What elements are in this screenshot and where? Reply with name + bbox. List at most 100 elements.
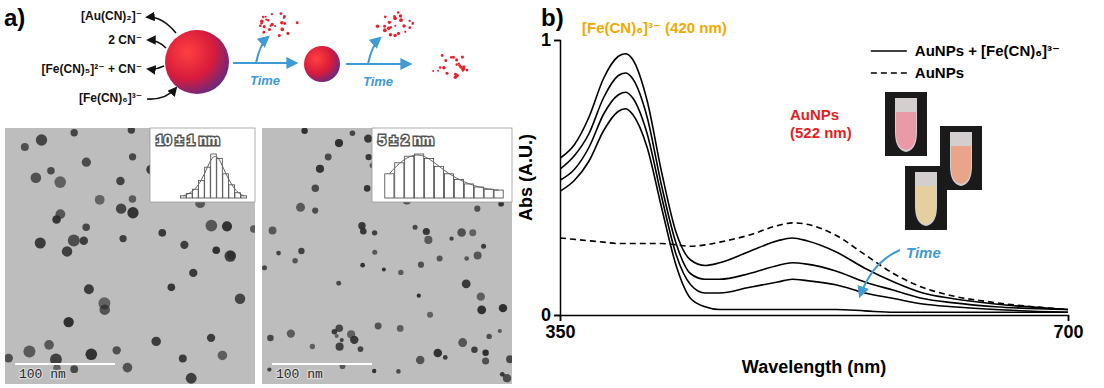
- tick: 0: [541, 305, 560, 325]
- dissolved-gold: [259, 12, 299, 37]
- particle: [372, 250, 377, 255]
- particle: [464, 256, 469, 261]
- axis-line: [561, 316, 1069, 322]
- axis-line: [554, 41, 561, 316]
- gold-fragment: [283, 15, 286, 18]
- gold-fragment: [458, 63, 460, 65]
- particle: [262, 265, 267, 270]
- gold-fragment: [397, 32, 400, 35]
- gold-fragment: [393, 17, 396, 20]
- particle: [116, 177, 124, 185]
- legend-swatch: [871, 50, 907, 52]
- particle: [23, 346, 35, 358]
- particle: [424, 236, 432, 244]
- legend-swatch: [871, 72, 907, 74]
- histogram-bar: [415, 154, 424, 198]
- legend: AuNPs + [Fe(CN)₆]³⁻ AuNPs: [871, 42, 1060, 81]
- particle: [443, 355, 448, 360]
- gold-fragment: [286, 32, 289, 35]
- reagent-label: [Au(CN)₂]⁻: [81, 9, 142, 23]
- particle: [499, 304, 507, 312]
- histogram: [180, 154, 246, 198]
- dissolved-gold: [376, 11, 414, 37]
- particle: [301, 128, 307, 134]
- particle: [31, 172, 42, 183]
- gold-fragment: [263, 25, 266, 28]
- particle: [335, 334, 339, 338]
- particle: [222, 221, 232, 231]
- histogram-fit: [183, 156, 243, 195]
- legend-label: AuNPs: [915, 64, 964, 81]
- gold-fragment: [454, 76, 457, 79]
- particle: [68, 235, 80, 247]
- reaction-arrow: [148, 40, 166, 48]
- histogram-inset: [372, 128, 512, 202]
- gold-fragment: [383, 25, 386, 28]
- particle: [481, 244, 486, 249]
- particle: [80, 237, 88, 245]
- gold-fragment: [445, 59, 447, 61]
- spectrum-line: [560, 92, 1068, 312]
- particle: [471, 347, 478, 354]
- gold-fragment: [404, 31, 406, 33]
- particle: [397, 325, 404, 332]
- gold-fragment: [439, 66, 442, 69]
- gold-fragment: [462, 65, 465, 68]
- gold-fragment: [455, 63, 458, 66]
- histogram-bar: [395, 163, 404, 198]
- legend-label: AuNPs + [Fe(CN)₆]³⁻: [915, 42, 1060, 59]
- particle: [486, 334, 491, 339]
- gold-fragment: [399, 14, 403, 18]
- gold-fragment: [450, 56, 453, 59]
- vial-photo: [885, 92, 927, 156]
- particle: [267, 335, 274, 342]
- particle: [418, 262, 424, 268]
- scale-bar-label: 100 nm: [19, 367, 66, 382]
- particle: [189, 269, 197, 277]
- particle: [469, 229, 476, 236]
- spectrum-line: [560, 109, 1068, 313]
- particle: [336, 343, 344, 351]
- histogram: [385, 154, 503, 198]
- gold-fragment: [383, 28, 387, 32]
- particle: [180, 241, 188, 249]
- time-arrow: [233, 62, 296, 64]
- x-axis: 350700: [545, 315, 1083, 342]
- particle: [364, 134, 372, 142]
- particle: [36, 134, 47, 145]
- particle: [47, 167, 55, 175]
- particle: [474, 206, 480, 212]
- particle: [168, 284, 176, 292]
- dissolved-gold: [432, 54, 468, 79]
- histogram-bar: [474, 187, 483, 198]
- particle: [129, 153, 136, 160]
- particle: [312, 208, 318, 214]
- x-axis-title: Wavelength (nm): [742, 357, 886, 377]
- histogram-bar: [425, 158, 434, 198]
- vial-photo: [905, 166, 947, 230]
- gold-fragment: [408, 20, 410, 22]
- particle: [206, 220, 218, 232]
- reagent-label: 2 CN⁻: [108, 33, 142, 47]
- gold-fragment: [265, 18, 267, 20]
- annotation: (522 nm): [790, 124, 852, 141]
- particle: [218, 351, 228, 361]
- gold-fragment: [432, 70, 434, 72]
- time-arrow-branch: [256, 37, 268, 63]
- histogram-inset: [150, 128, 255, 202]
- particle: [360, 263, 365, 268]
- time-label: Time: [363, 74, 393, 89]
- particle: [477, 305, 486, 314]
- tem-background: [262, 128, 512, 384]
- vial-glass: [915, 172, 937, 226]
- schematic: [Au(CN)₂]⁻2 CN⁻[Fe(CN)₅]²⁻ + CN⁻[Fe(CN)₆…: [42, 9, 469, 105]
- plot-lines: [560, 54, 1068, 313]
- gold-fragment: [412, 22, 414, 24]
- particle: [310, 344, 315, 349]
- particle: [128, 128, 135, 134]
- particle: [85, 348, 97, 360]
- particle: [335, 139, 343, 147]
- tick-mark: [554, 315, 560, 317]
- particle: [151, 337, 160, 346]
- particle: [123, 363, 133, 373]
